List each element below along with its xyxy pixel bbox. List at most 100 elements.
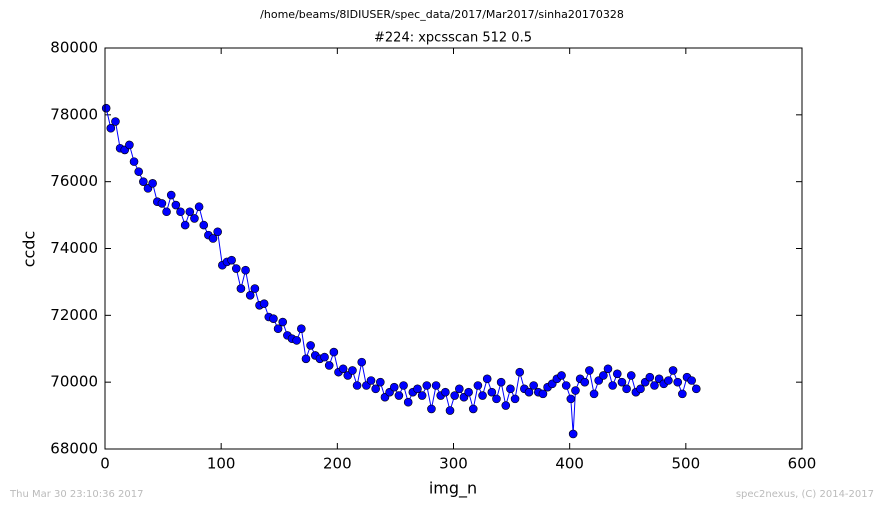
data-point xyxy=(626,371,636,380)
data-point xyxy=(389,382,399,392)
data-point xyxy=(269,314,278,323)
data-point xyxy=(561,381,571,390)
data-point xyxy=(468,404,478,414)
data-point xyxy=(580,377,590,387)
data-point xyxy=(236,284,246,293)
data-point xyxy=(297,324,306,334)
data-point xyxy=(445,406,455,415)
y-tick-label: 68000 xyxy=(50,440,98,458)
data-point xyxy=(357,357,367,367)
data-point xyxy=(422,381,432,390)
data-point xyxy=(241,265,250,275)
y-tick-label: 80000 xyxy=(50,39,98,57)
data-point xyxy=(691,384,701,394)
data-point xyxy=(259,299,269,308)
data-point xyxy=(464,387,473,397)
data-point xyxy=(171,200,181,210)
data-point xyxy=(111,117,120,126)
data-point xyxy=(482,374,492,384)
data-point xyxy=(589,389,599,399)
data-point xyxy=(231,264,241,273)
x-tick-label: 100 xyxy=(207,455,236,473)
data-point xyxy=(106,123,116,133)
x-axis-label: img_n xyxy=(429,479,477,499)
data-point xyxy=(673,377,683,387)
data-point xyxy=(431,381,441,390)
y-tick-label: 70000 xyxy=(50,373,98,391)
data-point xyxy=(134,167,143,176)
data-point xyxy=(199,220,209,230)
data-point xyxy=(394,391,404,400)
data-point xyxy=(185,207,195,217)
data-point xyxy=(487,387,497,397)
data-point xyxy=(515,367,525,377)
data-point xyxy=(399,381,408,390)
data-point xyxy=(250,284,260,293)
data-point xyxy=(650,381,659,390)
data-point xyxy=(227,255,236,265)
data-point xyxy=(496,377,506,387)
data-point xyxy=(538,389,548,399)
data-point xyxy=(245,290,255,300)
data-point xyxy=(403,397,413,407)
data-point xyxy=(320,352,329,362)
data-point xyxy=(524,387,534,397)
data-point xyxy=(176,207,185,217)
data-point xyxy=(273,324,283,334)
data-point xyxy=(506,384,515,394)
data-point xyxy=(557,371,566,380)
x-tick-label: 500 xyxy=(672,455,701,473)
y-tick-label: 78000 xyxy=(50,105,98,123)
data-point xyxy=(413,384,422,394)
data-point xyxy=(366,376,376,385)
data-point xyxy=(306,341,315,350)
data-point xyxy=(157,199,167,208)
data-point xyxy=(324,361,334,370)
data-point xyxy=(455,384,464,394)
data-point xyxy=(478,391,487,400)
data-point xyxy=(180,220,190,230)
data-point xyxy=(329,347,339,357)
data-point xyxy=(338,364,348,374)
data-point xyxy=(129,157,139,166)
data-point xyxy=(492,394,501,404)
data-point xyxy=(636,384,645,394)
data-point xyxy=(617,377,627,387)
data-point xyxy=(571,386,580,395)
chart-title: #224: xpcsscan 512 0.5 xyxy=(374,31,532,46)
data-point xyxy=(599,371,608,380)
data-point xyxy=(352,381,362,390)
data-point xyxy=(664,376,673,385)
x-tick-label: 600 xyxy=(788,455,817,473)
data-point xyxy=(125,140,134,150)
footer-right: spec2nexus, (C) 2014-2017 xyxy=(736,489,874,500)
x-tick-label: 0 xyxy=(100,455,110,473)
data-point xyxy=(501,401,511,410)
x-tick-label: 200 xyxy=(323,455,352,473)
data-point xyxy=(301,354,311,364)
data-point xyxy=(139,177,148,186)
data-point xyxy=(371,384,380,394)
y-tick-label: 72000 xyxy=(50,306,98,324)
suptitle: /home/beams/8IDIUSER/spec_data/2017/Mar2… xyxy=(260,8,624,21)
data-point xyxy=(194,202,204,212)
data-point xyxy=(101,103,111,113)
data-point xyxy=(608,381,617,390)
y-tick-label: 76000 xyxy=(50,172,98,190)
data-point xyxy=(427,404,436,414)
x-tick-label: 400 xyxy=(555,455,584,473)
data-point xyxy=(278,317,288,327)
data-point xyxy=(645,372,655,382)
data-point xyxy=(568,429,578,439)
data-point xyxy=(208,234,218,243)
data-point xyxy=(529,381,538,390)
data-point xyxy=(603,364,613,374)
data-point xyxy=(678,389,687,399)
data-point xyxy=(166,190,176,200)
data-point xyxy=(668,366,678,375)
data-point xyxy=(473,381,483,390)
data-point xyxy=(190,214,199,223)
data-point xyxy=(162,207,171,217)
